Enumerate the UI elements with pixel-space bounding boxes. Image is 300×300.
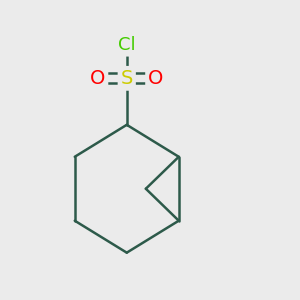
Text: Cl: Cl: [118, 36, 136, 54]
Text: O: O: [148, 69, 164, 88]
Text: O: O: [90, 69, 105, 88]
Text: S: S: [121, 69, 133, 88]
